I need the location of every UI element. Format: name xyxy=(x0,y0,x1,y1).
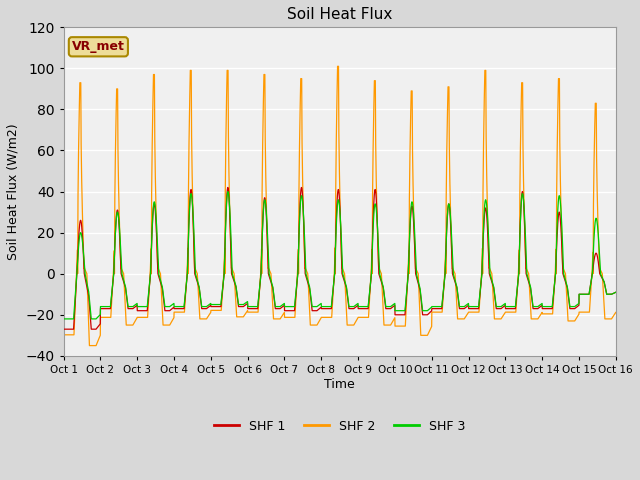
X-axis label: Time: Time xyxy=(324,378,355,391)
Text: VR_met: VR_met xyxy=(72,40,125,53)
Title: Soil Heat Flux: Soil Heat Flux xyxy=(287,7,392,22)
Legend: SHF 1, SHF 2, SHF 3: SHF 1, SHF 2, SHF 3 xyxy=(209,415,470,438)
Y-axis label: Soil Heat Flux (W/m2): Soil Heat Flux (W/m2) xyxy=(7,123,20,260)
